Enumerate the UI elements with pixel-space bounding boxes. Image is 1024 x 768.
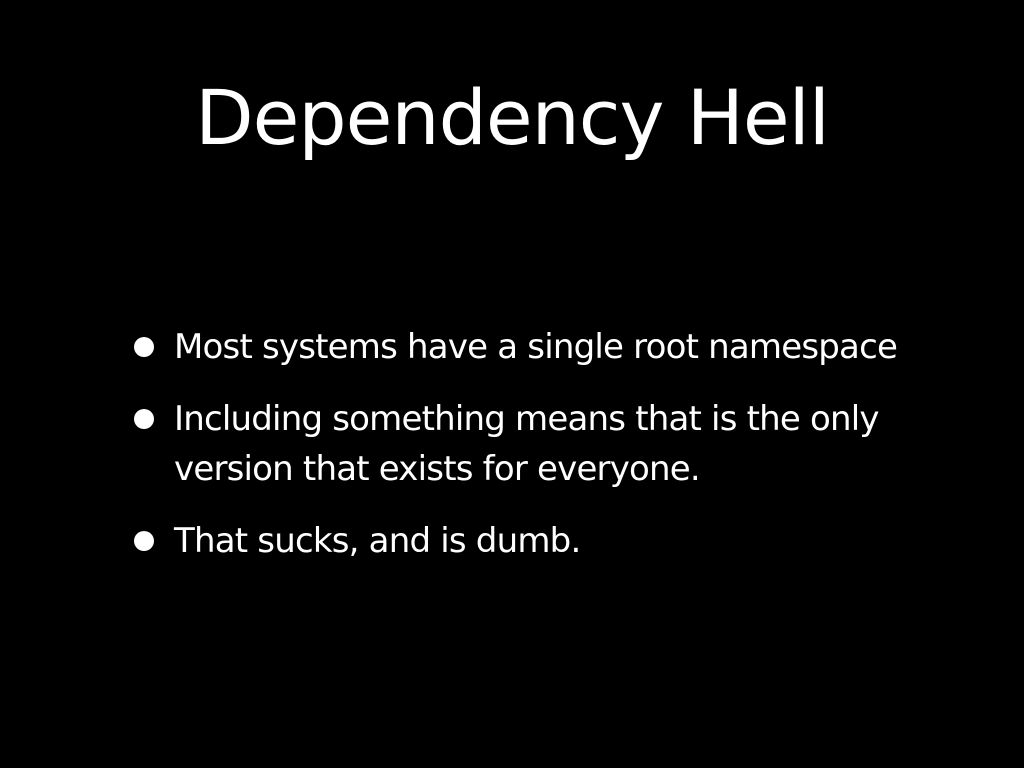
- bullet-dot-icon: [134, 409, 154, 429]
- bullet-item-2: Including something means that is the on…: [132, 394, 932, 494]
- bullet-text: Most systems have a single root namespac…: [174, 327, 898, 367]
- bullet-item-1: Most systems have a single root namespac…: [132, 322, 932, 372]
- bullet-text: Including something means that is the on…: [174, 399, 880, 489]
- slide-title: Dependency Hell: [195, 73, 830, 162]
- bullet-item-3: That sucks, and is dumb.: [132, 516, 932, 566]
- bullet-list: Most systems have a single root namespac…: [132, 322, 932, 566]
- bullet-dot-icon: [134, 531, 154, 551]
- bullet-dot-icon: [134, 337, 154, 357]
- bullet-text: That sucks, and is dumb.: [174, 521, 581, 561]
